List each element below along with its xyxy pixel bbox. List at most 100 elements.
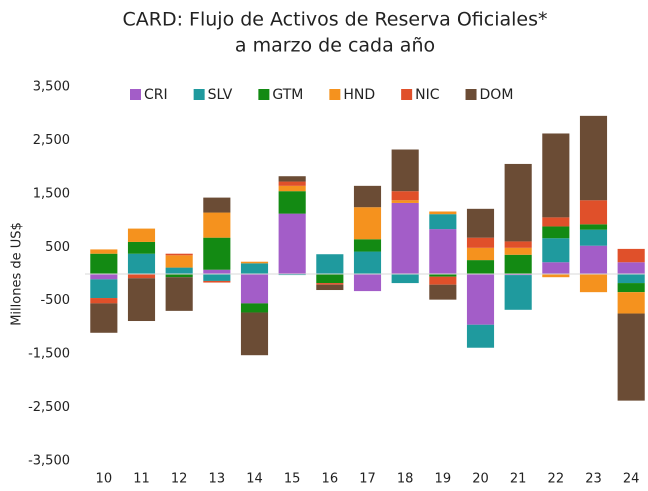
x-tick-label: 22 [548, 472, 565, 487]
legend-label: GTM [272, 87, 303, 103]
bar-segment [278, 213, 306, 274]
bar-segment [90, 298, 118, 304]
bar-segment [579, 200, 608, 225]
bar-segment [127, 228, 156, 242]
bar-segment [466, 208, 495, 238]
bar-segment [127, 278, 156, 322]
bar-segment [617, 313, 645, 401]
legend-label: NIC [415, 87, 440, 103]
y-axis-label: Millones de US$ [10, 222, 25, 326]
bar-segment [542, 238, 570, 263]
bar-segment [240, 312, 269, 356]
x-tick-label: 15 [284, 472, 301, 487]
bar-segment [429, 211, 457, 215]
bar-segment [429, 276, 457, 285]
bar-segment [165, 267, 193, 274]
bar-segment [203, 197, 231, 213]
bar-segment [165, 274, 193, 278]
bar-segment [466, 274, 495, 325]
bar-segment [203, 280, 231, 283]
legend-label: DOM [480, 87, 514, 103]
legend-swatch [193, 89, 205, 100]
bar-segment [504, 241, 532, 248]
bar-segment [203, 274, 231, 281]
legend-label: SLV [208, 87, 233, 103]
y-tick-label: -500 [40, 293, 70, 308]
bar-segment [617, 262, 645, 274]
bar-segment [165, 255, 193, 268]
bar-segment [466, 237, 495, 248]
legend-swatch [329, 89, 341, 100]
y-tick-label: -3,500 [28, 454, 70, 469]
bar-segment [203, 237, 231, 270]
x-tick-label: 19 [435, 472, 452, 487]
y-tick-label: -2,500 [28, 400, 70, 415]
x-tick-label: 11 [133, 472, 150, 487]
x-tick-label: 13 [209, 472, 226, 487]
bar-segment [466, 324, 495, 348]
chart-title: CARD: Flujo de Activos de Reserva Oficia… [123, 9, 548, 31]
x-tick-label: 20 [472, 472, 489, 487]
legend-swatch [465, 89, 477, 100]
bar-segment [353, 185, 382, 208]
bar-segment [466, 247, 495, 261]
bar-segment [579, 245, 608, 274]
bar-segment [504, 254, 532, 274]
bar-segment [579, 274, 608, 293]
bar-segment [240, 303, 269, 313]
bar-segment [466, 260, 495, 274]
x-tick-label: 16 [322, 472, 339, 487]
bar-segment [542, 274, 570, 278]
bar-segment [504, 275, 532, 310]
bar-segment [391, 149, 419, 192]
bar-segment [617, 283, 645, 293]
bar-segment [579, 229, 608, 246]
bar-segment [90, 253, 118, 274]
legend-swatch [130, 89, 141, 100]
bar-segment [391, 274, 419, 284]
legend-label: HND [343, 87, 375, 103]
bar-segment [542, 133, 570, 218]
bar-segment [617, 292, 645, 314]
bar-segment [316, 274, 344, 284]
x-tick-label: 10 [96, 472, 113, 487]
bar-segment [617, 274, 645, 284]
chart-subtitle: a marzo de cada año [235, 35, 435, 57]
bar-segment [542, 226, 570, 239]
bar-segment [391, 200, 419, 203]
bar-segment [316, 254, 344, 274]
legend-label: CRI [144, 87, 168, 103]
y-tick-label: -1,500 [28, 347, 70, 362]
bar-segment [429, 284, 457, 300]
bar-segment [240, 263, 269, 274]
bar-segment [504, 247, 532, 255]
bar-segment [429, 214, 457, 230]
legend-swatch [258, 89, 270, 100]
bar-segment [429, 274, 457, 277]
bar-segment [203, 212, 231, 238]
x-tick-label: 18 [397, 472, 414, 487]
bar-segment [278, 191, 306, 214]
y-tick-label: 3,500 [33, 80, 70, 95]
bar-segment [504, 163, 532, 242]
bar-segment [617, 248, 645, 263]
y-tick-label: 1,500 [33, 186, 70, 201]
bar-segment [90, 303, 118, 333]
bar-segment [316, 284, 344, 291]
bar-segment [127, 253, 156, 274]
bar-segment [90, 274, 118, 280]
bar-segment [278, 185, 306, 192]
bar-segment [278, 176, 306, 182]
bar-segment [278, 274, 306, 276]
bar-segment [579, 224, 608, 230]
bar-segment [429, 229, 457, 274]
x-tick-label: 17 [359, 472, 376, 487]
bar-segment [542, 262, 570, 274]
bar-segment [90, 279, 118, 299]
bar-segment [353, 274, 382, 292]
bar-segment [240, 274, 269, 304]
bar-segment [316, 283, 344, 285]
bar-segment [127, 274, 156, 279]
bar-segment [127, 241, 156, 254]
